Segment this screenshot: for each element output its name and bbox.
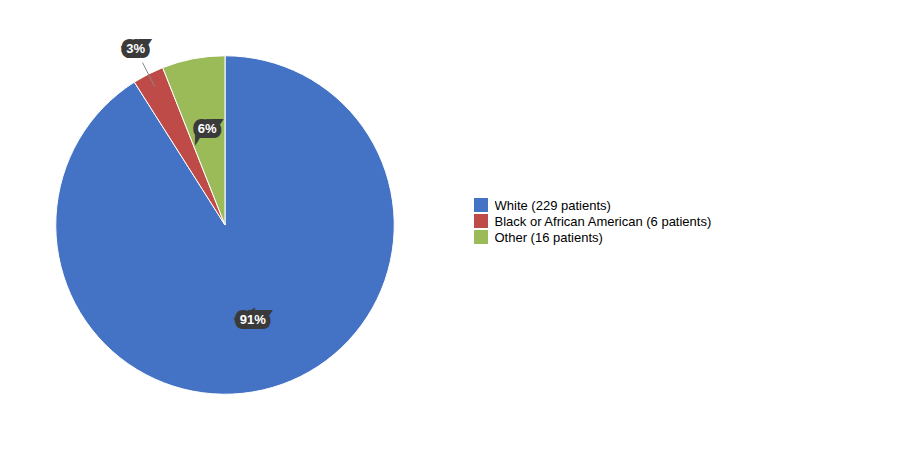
svg-text:91%: 91% bbox=[240, 312, 266, 327]
svg-text:3%: 3% bbox=[126, 41, 145, 56]
html-text:Other (16 patients): Other (16 patients) bbox=[494, 229, 603, 245]
svg-text:6%: 6% bbox=[198, 121, 217, 136]
html-text:White (229 patients): White (229 patients) bbox=[494, 197, 611, 213]
html-text:Black or African American (6 p: Black or African American (6 patients) bbox=[494, 213, 712, 229]
